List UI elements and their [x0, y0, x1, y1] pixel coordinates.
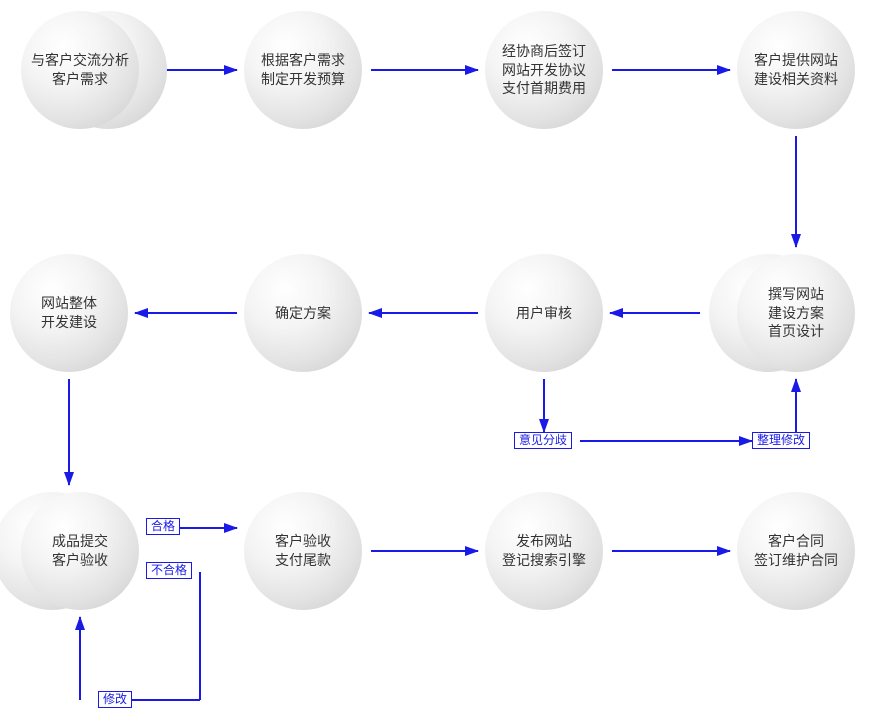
box-label-box_opinion: 意见分歧	[514, 432, 572, 449]
sphere-primary	[244, 254, 362, 372]
sphere-primary	[485, 11, 603, 129]
box-label-box_revise: 整理修改	[752, 432, 810, 449]
box-label-box_modify: 修改	[98, 691, 132, 708]
sphere-primary	[244, 11, 362, 129]
flowchart-canvas: 与客户交流分析 客户需求根据客户需求 制定开发预算经协商后签订 网站开发协议 支…	[0, 0, 872, 727]
sphere-primary	[21, 492, 139, 610]
sphere-primary	[10, 254, 128, 372]
sphere-primary	[737, 254, 855, 372]
sphere-primary	[485, 492, 603, 610]
sphere-primary	[485, 254, 603, 372]
sphere-primary	[737, 11, 855, 129]
box-label-box_fail: 不合格	[146, 562, 192, 579]
sphere-primary	[737, 492, 855, 610]
sphere-primary	[244, 492, 362, 610]
sphere-primary	[21, 11, 139, 129]
box-label-box_pass: 合格	[146, 518, 180, 535]
